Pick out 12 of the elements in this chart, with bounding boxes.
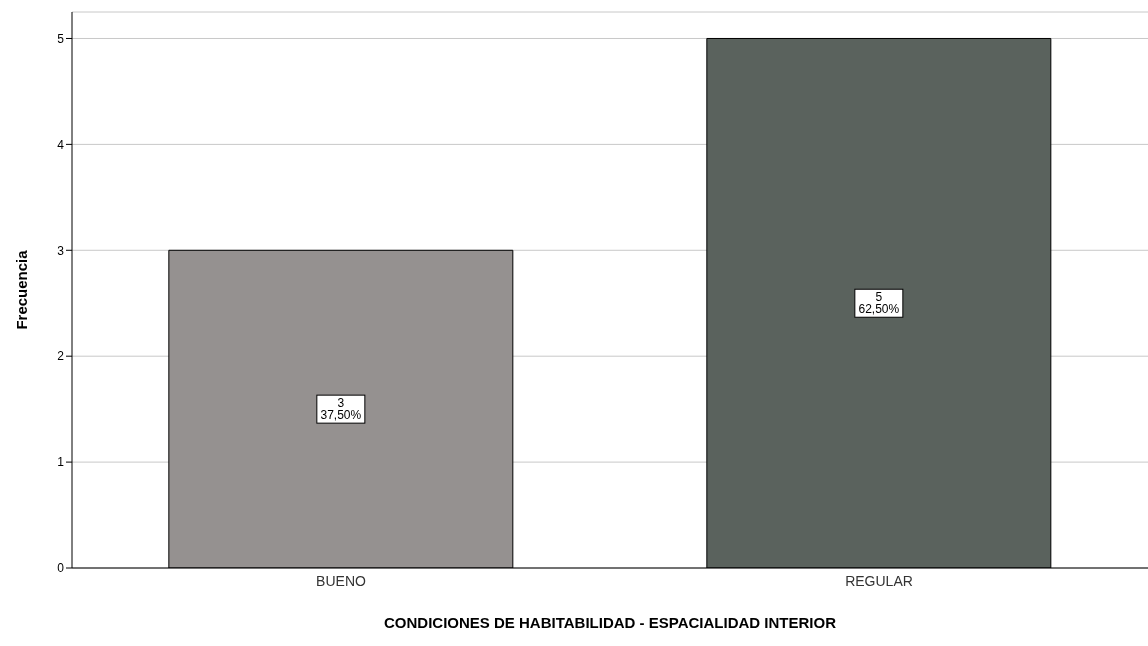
y-tick-label: 0 [57, 561, 65, 576]
y-tick-label: 5 [57, 31, 65, 46]
x-tick-label: REGULAR [845, 572, 913, 589]
x-tick-label: BUENO [316, 572, 366, 589]
y-axis-title: Frecuencia [13, 249, 31, 330]
y-tick-label: 3 [57, 243, 65, 258]
data-label: 3 37,50% [320, 396, 362, 423]
data-label: 5 62,50% [858, 290, 900, 317]
y-tick-label: 4 [57, 137, 65, 152]
y-tick-label: 1 [57, 455, 65, 470]
x-axis-title: CONDICIONES DE HABITABILIDAD - ESPACIALIDAD INTERIOR [384, 614, 837, 631]
y-tick-label: 2 [57, 349, 65, 364]
